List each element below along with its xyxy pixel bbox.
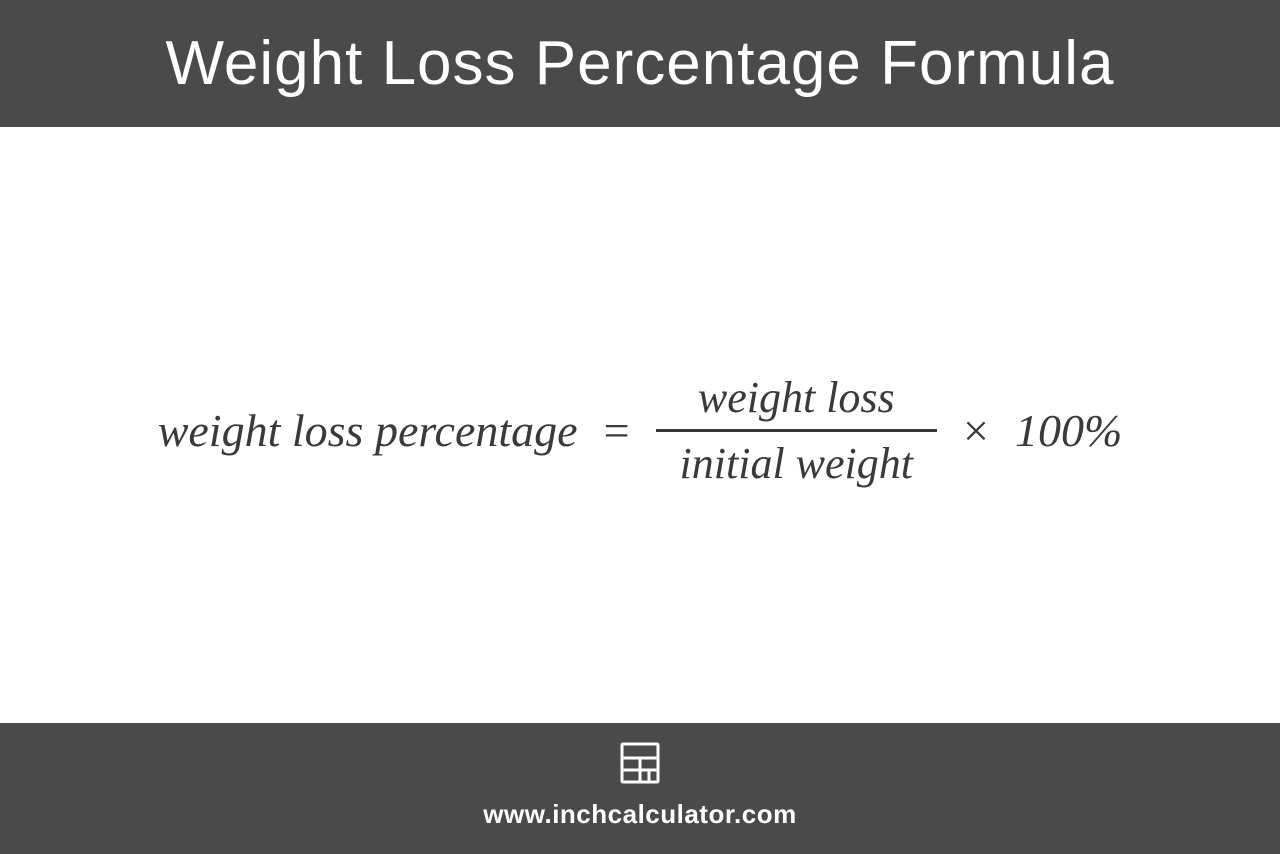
footer-bar: www.inchcalculator.com — [0, 723, 1280, 854]
footer-url: www.inchcalculator.com — [483, 799, 796, 830]
page-title: Weight Loss Percentage Formula — [166, 29, 1115, 98]
header-gap — [0, 127, 1280, 137]
formula-left-side: weight loss percentage — [158, 404, 578, 457]
times-sign: × — [963, 404, 989, 457]
formula-expression: weight loss percentage = weight loss ini… — [158, 372, 1123, 489]
equals-sign: = — [604, 404, 630, 457]
formula-area: weight loss percentage = weight loss ini… — [0, 137, 1280, 723]
hundred-percent: 100% — [1015, 404, 1122, 457]
header-bar: Weight Loss Percentage Formula — [0, 0, 1280, 127]
fraction-numerator: weight loss — [674, 372, 919, 429]
formula-fraction: weight loss initial weight — [656, 372, 937, 489]
calculator-icon — [618, 741, 662, 785]
fraction-denominator: initial weight — [656, 432, 937, 489]
